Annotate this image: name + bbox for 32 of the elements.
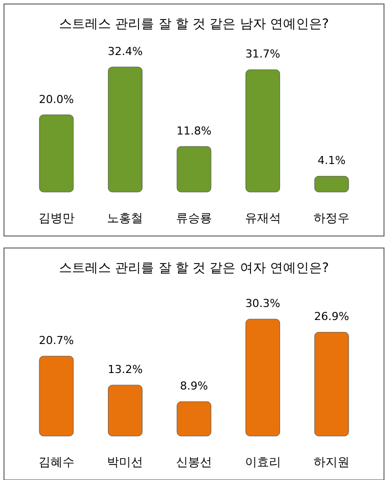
x-tick-label: 하지원 [314, 455, 350, 469]
data-label: 26.9% [314, 310, 350, 324]
x-tick-label: 박미선 [107, 455, 144, 469]
bar [108, 384, 142, 436]
bar [246, 318, 280, 436]
x-tick-label: 신봉선 [176, 455, 212, 469]
data-label: 11.8% [176, 124, 212, 138]
bar [176, 401, 212, 436]
x-tick-label: 하정우 [314, 211, 350, 225]
chart-title: 스트레스 관리를 잘 할 것 같은 남자 연예인은? [59, 17, 329, 32]
data-label: 13.2% [108, 363, 143, 376]
data-label: 20.7% [38, 334, 74, 348]
x-tick-label: 이효리 [244, 455, 281, 469]
data-label: 32.4% [108, 45, 143, 58]
bar [314, 176, 349, 192]
data-label: 8.9% [180, 380, 208, 393]
data-label: 4.1% [318, 154, 346, 168]
chart-title: 스트레스 관리를 잘 할 것 같은 여자 연예인은? [59, 261, 329, 276]
bar [246, 69, 280, 192]
x-tick-label: 노홍철 [107, 211, 144, 225]
x-tick-label: 유재석 [244, 211, 281, 225]
bar [39, 356, 74, 436]
data-label: 30.3% [245, 297, 280, 310]
x-tick-label: 김혜수 [38, 455, 74, 469]
bar [108, 66, 142, 192]
x-tick-label: 류승룡 [176, 211, 212, 225]
bar [39, 114, 74, 192]
bar [176, 146, 212, 192]
data-label: 20.0% [38, 92, 74, 106]
bar [314, 332, 349, 436]
x-tick-label: 김병만 [38, 211, 74, 225]
data-label: 31.7% [245, 48, 280, 61]
